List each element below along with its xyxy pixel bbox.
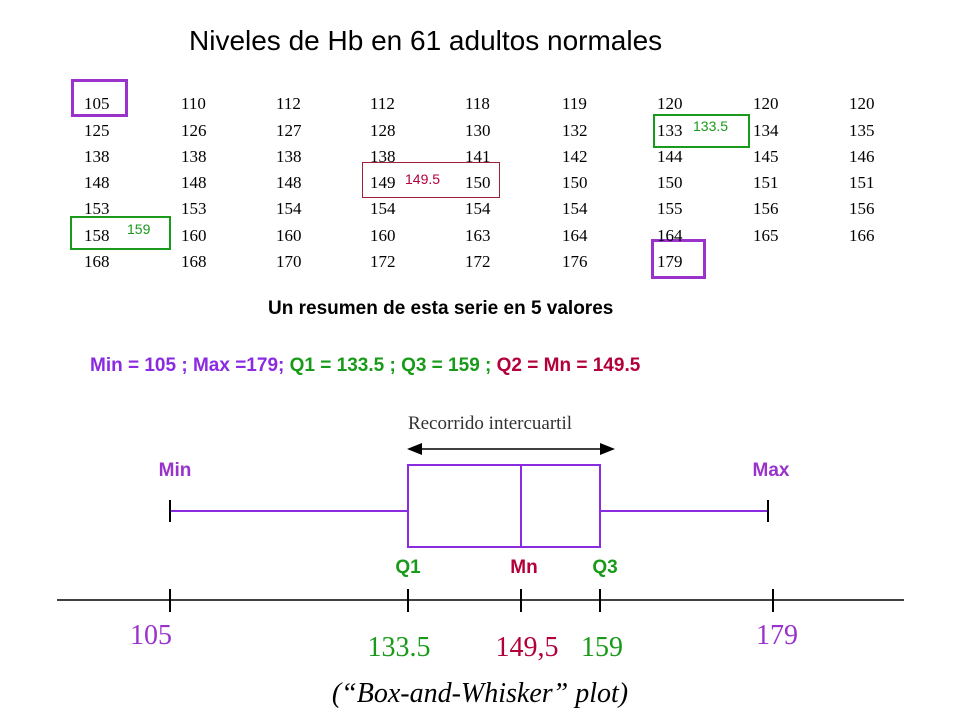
- table-cell: 151: [849, 173, 875, 192]
- table-cell: 126: [181, 121, 207, 140]
- q1-highlight-box: [653, 114, 750, 148]
- table-cell: 154: [370, 199, 396, 218]
- table-cell: 165: [753, 226, 779, 245]
- table-cell: 138: [276, 147, 302, 166]
- table-cell: 179: [657, 252, 683, 271]
- table-cell: 156: [753, 199, 779, 218]
- table-cell: 154: [276, 199, 302, 218]
- plot-caption: (“Box-and-Whisker” plot): [332, 678, 628, 709]
- table-cell: 112: [276, 94, 301, 113]
- axis-value-q3: 159: [581, 632, 623, 663]
- table-cell: 132: [562, 121, 588, 140]
- table-cell: 170: [276, 252, 302, 271]
- summary-max: Max =179: [192, 355, 279, 376]
- table-cell: 172: [465, 252, 491, 271]
- summary-min: Min = 105: [90, 355, 177, 376]
- table-cell: 138: [370, 147, 396, 166]
- table-cell: 112: [370, 94, 395, 113]
- table-cell: 150: [465, 173, 491, 192]
- summary-sep: ;: [176, 355, 193, 376]
- summary-sep: ;: [278, 355, 290, 376]
- table-cell: 154: [465, 199, 491, 218]
- iqr-label: Recorrido intercuartil: [408, 413, 572, 434]
- summary-q2: Q2 = Mn = 149.5: [496, 355, 641, 376]
- table-cell: 176: [562, 252, 588, 271]
- table-cell: 118: [465, 94, 490, 113]
- table-cell: 153: [181, 199, 207, 218]
- table-cell: 125: [84, 121, 110, 140]
- q1-annotation: 133.5: [693, 118, 729, 134]
- table-cell: 144: [657, 147, 683, 166]
- iqr-box: [407, 464, 601, 548]
- table-cell: 164: [657, 226, 683, 245]
- summary-q3: Q3 = 159: [401, 355, 480, 376]
- table-cell: 146: [849, 147, 875, 166]
- q1-label: Q1: [395, 557, 421, 578]
- table-cell: 168: [181, 252, 207, 271]
- summary-sep: ;: [384, 355, 402, 376]
- table-cell: 150: [657, 173, 683, 192]
- table-cell: 166: [849, 226, 875, 245]
- table-cell: 130: [465, 121, 491, 140]
- axis-value-min: 105: [130, 620, 172, 651]
- max-highlight-box: [651, 239, 706, 279]
- table-cell: 110: [181, 94, 206, 113]
- table-cell: 156: [849, 199, 875, 218]
- table-cell: 142: [562, 147, 588, 166]
- table-cell: 164: [562, 226, 588, 245]
- table-cell: 145: [753, 147, 779, 166]
- table-cell: 148: [276, 173, 302, 192]
- axis-value-q1: 133.5: [368, 632, 431, 663]
- table-cell: 172: [370, 252, 396, 271]
- table-cell: 160: [370, 226, 396, 245]
- summary-sep: ;: [479, 355, 497, 376]
- table-cell: 120: [849, 94, 875, 113]
- table-cell: 163: [465, 226, 491, 245]
- table-cell: 153: [84, 199, 110, 218]
- table-cell: 158: [84, 226, 110, 245]
- subtitle: Un resumen de esta serie en 5 valores: [268, 298, 614, 319]
- min-highlight-box: [71, 79, 128, 117]
- max-label: Max: [753, 460, 790, 481]
- axis-value-median: 149,5: [496, 632, 559, 663]
- min-label: Min: [159, 460, 192, 481]
- q3-label: Q3: [592, 557, 617, 578]
- table-cell: 154: [562, 199, 588, 218]
- table-cell: 128: [370, 121, 396, 140]
- table-cell: 134: [753, 121, 779, 140]
- page-title: Niveles de Hb en 61 adultos normales: [189, 25, 663, 56]
- table-cell: 141: [465, 147, 491, 166]
- table-cell: 148: [181, 173, 207, 192]
- table-cell: 133: [657, 121, 683, 140]
- table-cell: 135: [849, 121, 875, 140]
- median-label: Mn: [510, 557, 537, 578]
- median-annotation: 149.5: [405, 171, 441, 187]
- table-cell: 127: [276, 121, 302, 140]
- table-cell: 150: [562, 173, 588, 192]
- table-cell: 160: [181, 226, 207, 245]
- table-cell: 138: [181, 147, 207, 166]
- q3-annotation: 159: [127, 221, 151, 237]
- table-cell: 148: [84, 173, 110, 192]
- table-cell: 119: [562, 94, 587, 113]
- q3-highlight-box: [70, 216, 171, 250]
- table-cell: 160: [276, 226, 302, 245]
- table-cell: 120: [657, 94, 683, 113]
- table-cell: 149: [370, 173, 396, 192]
- table-cell: 138: [84, 147, 110, 166]
- table-cell: 105: [84, 94, 110, 113]
- table-cell: 151: [753, 173, 779, 192]
- table-cell: 168: [84, 252, 110, 271]
- table-cell: 120: [753, 94, 779, 113]
- summary-q1: Q1 = 133.5: [289, 355, 385, 376]
- median-highlight-box: [362, 162, 500, 198]
- axis-value-max: 179: [756, 620, 798, 651]
- table-cell: 155: [657, 199, 683, 218]
- five-number-summary: Min = 105 ; Max =179; Q1 = 133.5 ; Q3 = …: [90, 355, 640, 377]
